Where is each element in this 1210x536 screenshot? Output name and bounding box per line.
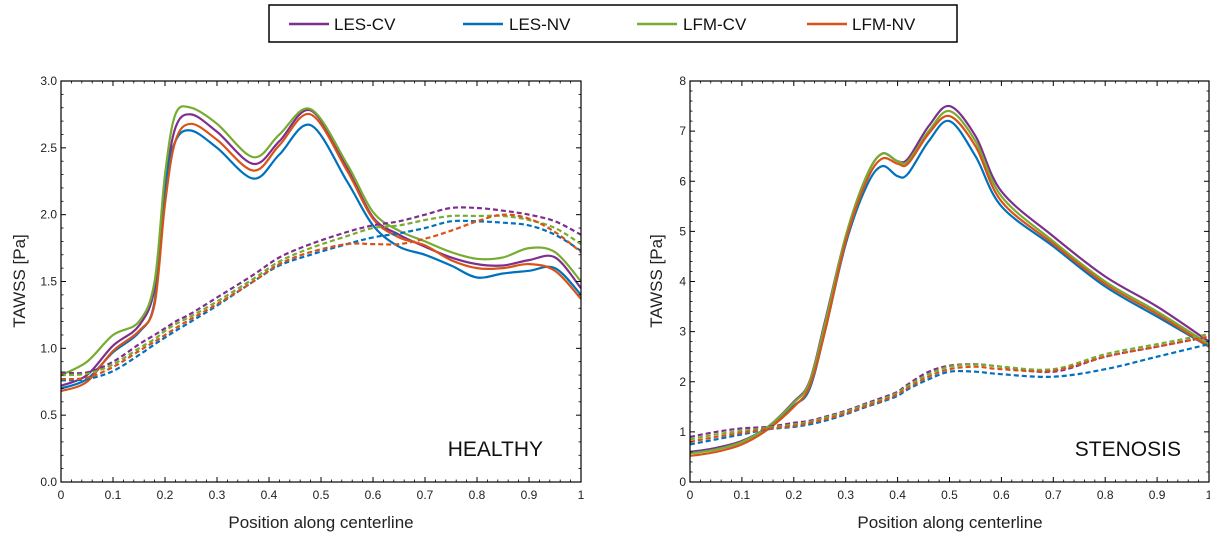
y-tick-label: 2.0 <box>40 208 57 222</box>
x-tick-label: 0.4 <box>261 488 278 502</box>
x-tick-label: 0 <box>58 488 65 502</box>
ticks-layer-healthy: 0 0.1 0.2 0.3 0.4 0.5 0.6 0.7 0.8 0.9 1 0.0 0.5 1.0 1.… <box>40 74 584 502</box>
x-tick-label: 0 <box>687 488 694 502</box>
series-line-stenosis-les-cv-solid <box>689 104 1210 453</box>
series-line-stenosis-les-nv-solid <box>689 119 1210 454</box>
x-tick-label: 0.2 <box>785 488 802 502</box>
x-tick-label: 0.4 <box>889 488 906 502</box>
chart-panel-healthy: 0 0.1 0.2 0.3 0.4 0.5 0.6 0.7 0.8 0.9 1 0.0 0.5 1.0 1.… <box>10 74 585 532</box>
series-line-healthy-les-nv-dashed <box>60 219 582 382</box>
y-axis-label-healthy: TAWSS [Pa] <box>10 234 29 328</box>
x-tick-label: 0.9 <box>1149 488 1166 502</box>
legend-entry-les-nv: LES-NV <box>463 15 571 34</box>
y-tick-label: 2 <box>679 375 686 389</box>
y-tick-label: 3 <box>679 325 686 339</box>
x-tick-label: 1 <box>578 488 585 502</box>
y-tick-label: 7 <box>679 124 686 138</box>
plot-frame-healthy <box>60 80 582 483</box>
x-axis-label-healthy: Position along centerline <box>228 513 413 532</box>
x-tick-label: 0.6 <box>365 488 382 502</box>
x-tick-label: 0.7 <box>417 488 434 502</box>
y-tick-label: 0.5 <box>40 408 57 422</box>
y-tick-label: 0.0 <box>40 475 57 489</box>
x-tick-label: 0.1 <box>105 488 122 502</box>
series-line-stenosis-lfm-nv-dashed <box>689 335 1210 443</box>
series-line-healthy-les-cv-solid <box>60 108 582 387</box>
series-line-healthy-lfm-nv-solid <box>60 113 582 393</box>
y-tick-label: 6 <box>679 174 686 188</box>
y-tick-label: 3.0 <box>40 74 57 88</box>
x-tick-label: 0.2 <box>157 488 174 502</box>
y-axis-label-stenosis: TAWSS [Pa] <box>647 234 666 328</box>
panel-label-healthy: HEALTHY <box>448 438 543 461</box>
x-axis-label-stenosis: Position along centerline <box>857 513 1042 532</box>
y-tick-label: 1.0 <box>40 341 57 355</box>
legend-label-lfm-nv: LFM-NV <box>852 15 916 34</box>
series-line-healthy-lfm-cv-dashed <box>60 214 582 377</box>
x-tick-label: 0.8 <box>1097 488 1114 502</box>
legend-label-les-nv: LES-NV <box>509 15 571 34</box>
y-tick-label: 8 <box>679 74 686 88</box>
x-tick-label: 0.7 <box>1045 488 1062 502</box>
ticks-layer-stenosis: 0 0.1 0.2 0.3 0.4 0.5 0.6 0.7 0.8 0.9 1 0 1 2 3 4 5 6 7 8 <box>679 74 1210 502</box>
series-line-healthy-lfm-cv-solid <box>60 105 582 377</box>
x-tick-label: 0.8 <box>469 488 486 502</box>
legend: LES-CV LES-NV LFM-CV LFM-NV <box>268 4 958 43</box>
y-tick-label: 5 <box>679 224 686 238</box>
series-line-stenosis-lfm-cv-dashed <box>689 333 1210 441</box>
series-layer-stenosis <box>689 104 1210 457</box>
series-line-healthy-lfm-nv-dashed <box>60 213 582 381</box>
series-line-healthy-les-cv-dashed <box>60 206 582 375</box>
x-tick-label: 1 <box>1206 488 1210 502</box>
x-tick-label: 0.5 <box>941 488 958 502</box>
series-line-stenosis-lfm-nv-solid <box>689 114 1210 457</box>
panel-label-stenosis: STENOSIS <box>1075 438 1181 461</box>
y-tick-label: 0 <box>679 475 686 489</box>
x-tick-label: 0.3 <box>209 488 226 502</box>
y-tick-label: 1.5 <box>40 275 57 289</box>
x-tick-label: 0.1 <box>734 488 751 502</box>
series-layer-healthy <box>60 105 582 393</box>
y-tick-label: 4 <box>679 275 686 289</box>
x-tick-label: 0.9 <box>521 488 538 502</box>
series-line-stenosis-lfm-cv-solid <box>689 109 1210 455</box>
x-tick-label: 0.3 <box>837 488 854 502</box>
x-tick-label: 0.6 <box>993 488 1010 502</box>
legend-label-lfm-cv: LFM-CV <box>683 15 747 34</box>
y-tick-label: 1 <box>679 425 686 439</box>
y-tick-label: 2.5 <box>40 141 57 155</box>
x-tick-label: 0.5 <box>313 488 330 502</box>
legend-entry-lfm-nv: LFM-NV <box>807 15 916 34</box>
legend-entry-lfm-cv: LFM-CV <box>637 15 747 34</box>
legend-entry-les-cv: LES-CV <box>289 15 396 34</box>
chart-panel-stenosis: 0 0.1 0.2 0.3 0.4 0.5 0.6 0.7 0.8 0.9 1 0 1 2 3 4 5 6 7 8 S… <box>647 74 1210 532</box>
plot-frame-stenosis <box>689 80 1210 483</box>
legend-label-les-cv: LES-CV <box>334 15 396 34</box>
